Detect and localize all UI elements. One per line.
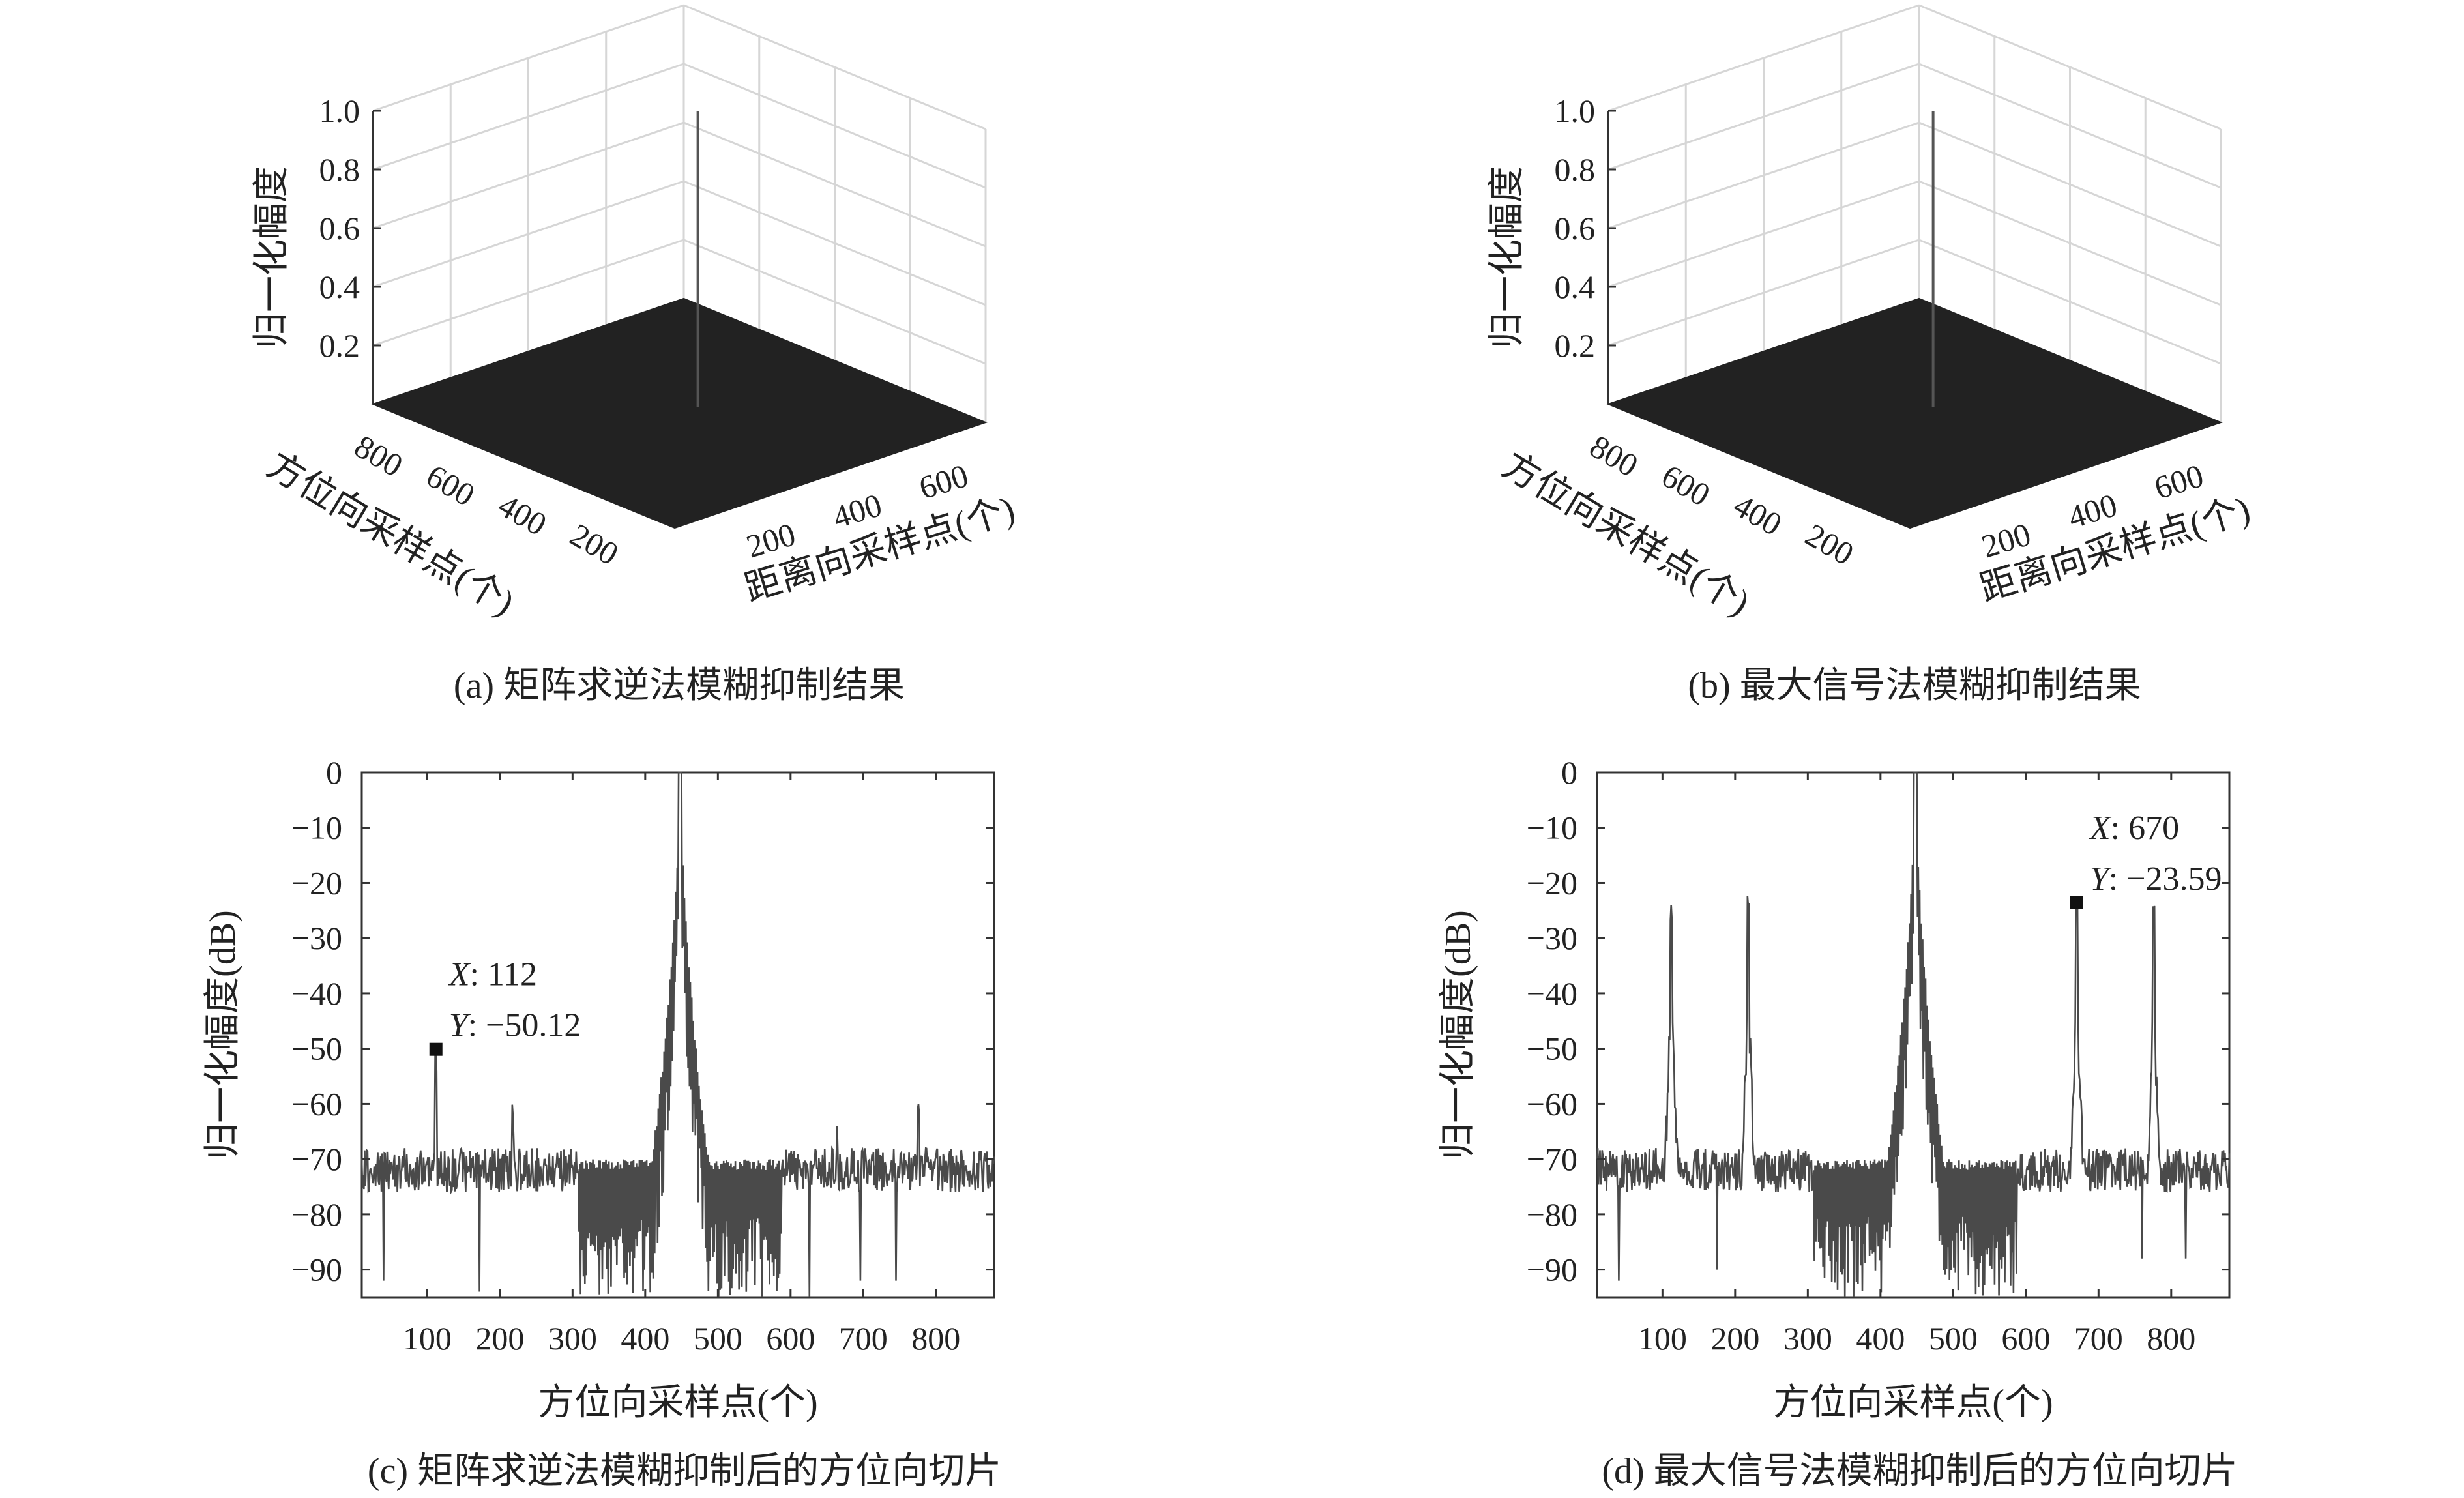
y-tick-label: −40: [291, 975, 342, 1012]
x-tick-label: 300: [548, 1320, 597, 1357]
x-tick-label: 800: [349, 428, 409, 484]
y-tick-label: −50: [1527, 1031, 1577, 1067]
x-tick-label: 800: [911, 1320, 960, 1357]
panel-caption: (a) 矩阵求逆法模糊抑制结果: [454, 666, 905, 706]
y-tick-label: −10: [1527, 810, 1577, 846]
x-tick-label: 600: [420, 457, 481, 513]
y-tick-label: 600: [915, 457, 972, 506]
panel-c-azimuth-slice-chart: 0 −10 −20 −30 −40 −50 −60 −70 −80 −90 100 200 300 400…: [203, 754, 1001, 1491]
z-tick-label: 0.6: [319, 210, 360, 246]
y-axis-label: 归一化幅度(dB): [203, 910, 243, 1160]
x-tick-label: 100: [403, 1320, 452, 1357]
y-tick-label: −20: [291, 864, 342, 901]
x-tick-label: 200: [475, 1320, 524, 1357]
z-tick-label: 0.2: [1555, 327, 1596, 364]
panel-caption: (d) 最大信号法模糊抑制后的方位向切片: [1602, 1451, 2237, 1491]
x-tick-label: 400: [1727, 487, 1788, 543]
y-tick-label: −30: [1527, 920, 1577, 956]
z-tick-label: 0.8: [319, 151, 360, 188]
z-axis-label: 归一化幅度: [1487, 166, 1527, 349]
z-tick-label: 1.0: [1555, 93, 1596, 129]
datatip-y: Y: −50.12: [449, 1007, 581, 1044]
series-line: [360, 771, 995, 1298]
panel-d-azimuth-slice-chart: 0 −10 −20 −30 −40 −50 −60 −70 −80 −90 100 200 300 400…: [1438, 754, 2238, 1491]
y-tick-label: −90: [1527, 1252, 1577, 1288]
x-tick-label: 600: [2001, 1320, 2050, 1357]
panel-caption: (c) 矩阵求逆法模糊抑制后的方位向切片: [368, 1451, 1001, 1491]
y-tick-label: −40: [1527, 975, 1577, 1012]
x-axis-label: 方位向采样点(个): [538, 1383, 817, 1423]
y-tick-label: 0: [1561, 754, 1577, 791]
x-tick-label: 200: [564, 516, 624, 572]
datatip-marker: [2070, 896, 2083, 909]
gridlines: [1607, 4, 2222, 422]
z-axis-label: 归一化幅度: [252, 166, 292, 349]
y-tick-label: 400: [829, 486, 886, 535]
gridlines: [372, 4, 987, 422]
x-tick-label: 500: [1929, 1320, 1978, 1357]
surface-floor: [371, 297, 988, 529]
x-tick-label: 400: [1856, 1320, 1905, 1357]
x-tick-label: 600: [766, 1320, 815, 1357]
x-tick-label: 700: [2074, 1320, 2123, 1357]
y-tick-label: −60: [291, 1085, 342, 1122]
y-tick-label: 600: [2150, 457, 2207, 506]
y-tick-label: 400: [2064, 486, 2121, 535]
y-tick-label: −70: [291, 1141, 342, 1177]
x-tick-label: 300: [1783, 1320, 1832, 1357]
x-tick-label: 200: [1799, 516, 1860, 572]
y-tick-label: −20: [1527, 864, 1577, 901]
y-tick-label: −80: [1527, 1196, 1577, 1233]
z-tick-label: 0.8: [1555, 151, 1596, 188]
datatip-x: X: 670: [2089, 810, 2179, 847]
y-tick-label: −10: [291, 810, 342, 846]
z-tick-label: 1.0: [319, 93, 360, 129]
y-tick-label: −50: [291, 1031, 342, 1067]
series-line: [1596, 771, 2231, 1298]
x-tick-label: 800: [2147, 1320, 2195, 1357]
z-tick-label: 0.4: [1555, 269, 1596, 305]
y-tick-label: 0: [326, 754, 342, 791]
x-tick-label: 700: [839, 1320, 888, 1357]
x-tick-label: 100: [1638, 1320, 1687, 1357]
x-tick-label: 600: [1656, 457, 1716, 513]
panel-caption: (b) 最大信号法模糊抑制结果: [1688, 666, 2141, 706]
x-tick-label: 400: [492, 487, 553, 543]
y-tick-label: −90: [291, 1252, 342, 1288]
y-axis-label: 归一化幅度(dB): [1438, 910, 1478, 1160]
z-tick-label: 0.2: [319, 327, 360, 364]
y-tick-label: −60: [1527, 1085, 1577, 1122]
datatip-y: Y: −23.59: [2090, 860, 2222, 898]
z-tick-label: 0.4: [319, 269, 360, 305]
y-tick-label: −30: [291, 920, 342, 956]
x-axis-label: 方位向采样点(个): [1773, 1383, 2053, 1423]
x-tick-label: 800: [1584, 428, 1645, 484]
datatip-marker: [429, 1042, 443, 1056]
y-tick-label: −70: [1527, 1141, 1577, 1177]
x-tick-label: 200: [1710, 1320, 1759, 1357]
datatip-x: X: 112: [448, 956, 537, 993]
x-tick-label: 500: [694, 1320, 742, 1357]
x-tick-label: 400: [621, 1320, 669, 1357]
y-tick-label: −80: [291, 1196, 342, 1233]
z-tick-label: 0.6: [1555, 210, 1596, 246]
surface-floor: [1606, 297, 2223, 529]
